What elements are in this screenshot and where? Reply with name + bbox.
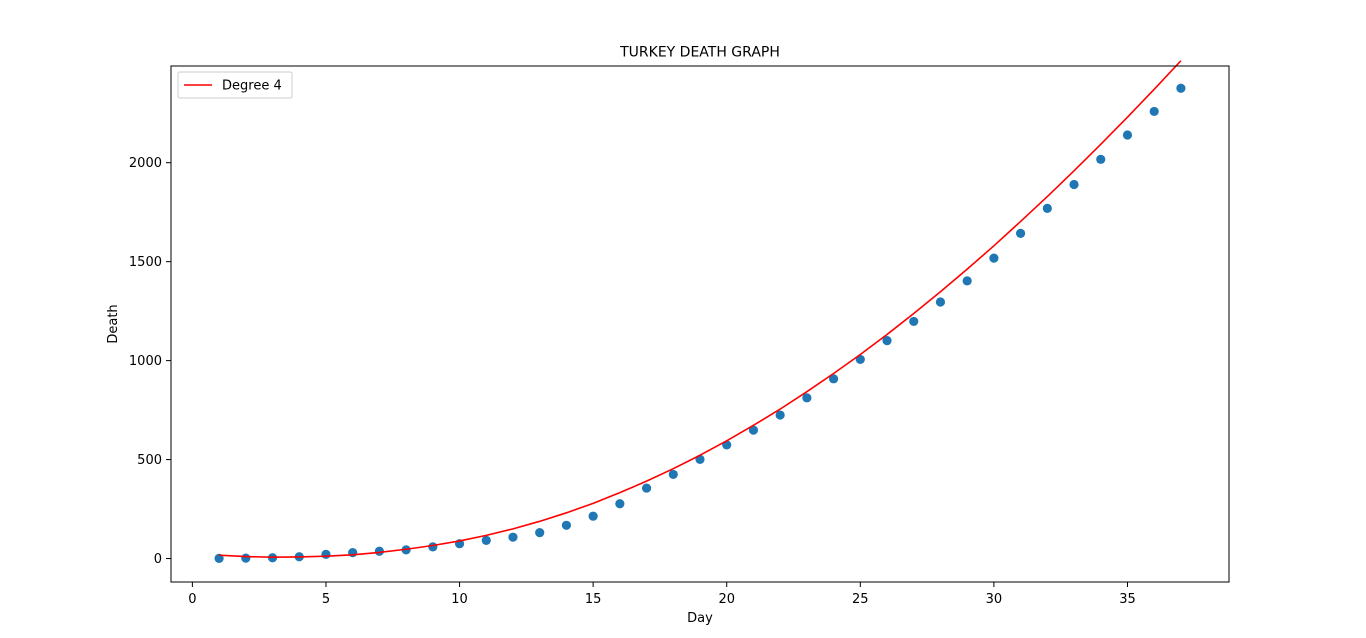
- y-tick-label: 2000: [129, 156, 162, 171]
- y-tick-label: 1000: [129, 354, 162, 369]
- legend: Degree 4: [177, 71, 293, 99]
- scatter-point: [802, 393, 812, 403]
- scatter-point: [989, 253, 999, 263]
- scatter-point: [935, 297, 946, 307]
- scatter-point: [1069, 179, 1079, 190]
- x-tick-label: 10: [451, 592, 468, 607]
- x-axis-label: Day: [687, 611, 713, 626]
- scatter-point: [1176, 83, 1186, 93]
- scatter-point: [775, 410, 785, 420]
- scatter-point: [828, 374, 839, 384]
- scatter-point: [1096, 154, 1106, 164]
- scatter-point: [962, 276, 972, 286]
- scatter-point: [641, 483, 652, 493]
- scatter-point: [535, 528, 545, 538]
- scatter-point: [615, 499, 625, 509]
- y-tick-label: 0: [154, 552, 162, 567]
- line-layer: [219, 60, 1182, 558]
- scatter-point: [321, 549, 331, 559]
- y-tick-label: 1500: [129, 255, 162, 270]
- x-tick-label: 30: [986, 592, 1003, 607]
- y-axis-ticks: 0 500 1000 1500 2000: [129, 156, 171, 567]
- scatter-point: [668, 469, 678, 480]
- scatter-point: [748, 425, 759, 435]
- scatter-point: [1016, 228, 1026, 238]
- scatter-point: [348, 548, 358, 558]
- plot-area: [171, 66, 1229, 582]
- scatter-point: [1122, 130, 1133, 140]
- scatter-point: [1042, 203, 1052, 214]
- scatter-point: [241, 553, 251, 563]
- chart-title: TURKEY DEATH GRAPH: [619, 45, 780, 61]
- scatter-point: [1149, 106, 1159, 117]
- x-tick-label: 25: [852, 592, 869, 607]
- y-axis-label: Death: [106, 304, 121, 343]
- axes-frame: [170, 65, 1230, 583]
- x-tick-label: 0: [188, 592, 196, 607]
- x-tick-label: 5: [322, 592, 330, 607]
- scatter-point: [561, 520, 572, 530]
- scatter-point: [855, 354, 865, 365]
- x-tick-label: 15: [585, 592, 602, 607]
- x-tick-label: 35: [1119, 592, 1136, 607]
- x-axis-ticks: 0 5 10 15 20 25 30 35: [188, 582, 1136, 607]
- scatter-point: [882, 336, 892, 346]
- scatter-point: [481, 535, 491, 545]
- scatter-point: [508, 532, 518, 542]
- series-line-degree-4: [219, 60, 1182, 558]
- y-tick-label: 500: [137, 453, 162, 468]
- scatter-point: [428, 542, 438, 552]
- scatter-point: [374, 546, 384, 556]
- legend-label: Degree 4: [222, 79, 282, 94]
- scatter-point: [909, 316, 919, 327]
- scatter-point: [588, 511, 598, 521]
- legend-box: [177, 71, 293, 99]
- x-tick-label: 20: [718, 592, 735, 607]
